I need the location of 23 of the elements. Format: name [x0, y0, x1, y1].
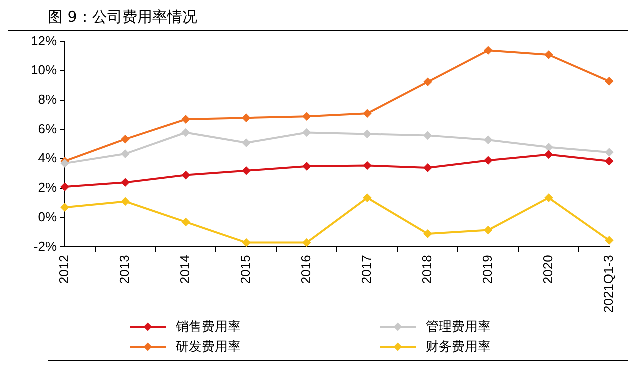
- x-tick-label: 2017: [359, 255, 374, 284]
- y-tick-label: 6%: [38, 121, 58, 136]
- y-tick-label: 4%: [38, 150, 58, 166]
- x-tick-label: 2021Q1-3: [600, 255, 616, 314]
- legend-label: 销售费用率: [176, 319, 241, 336]
- y-tick-label: 10%: [30, 62, 58, 78]
- x-tick-label: 2020: [540, 255, 556, 284]
- y-tick-label: 8%: [38, 92, 58, 108]
- x-tick-label: 2014: [178, 255, 193, 284]
- x-tick-label: 2016: [298, 255, 314, 284]
- y-tick-label: 12%: [30, 33, 58, 48]
- x-tick-label: 2015: [238, 255, 254, 284]
- y-tick-label: 2%: [38, 180, 58, 196]
- y-tick-label: 0%: [38, 209, 58, 224]
- legend-label: 财务费用率: [426, 339, 491, 356]
- x-tick-label: 2012: [56, 255, 72, 284]
- legend-label: 管理费用率: [426, 319, 491, 336]
- y-tick-label: -2%: [34, 238, 58, 254]
- chart-title: 图 9：公司费用率情况: [8, 8, 628, 31]
- x-tick-label: 2018: [420, 255, 435, 284]
- x-tick-label: 2013: [117, 255, 132, 284]
- x-tick-label: 2019: [480, 255, 496, 284]
- legend-label: 研发费用率: [176, 339, 241, 356]
